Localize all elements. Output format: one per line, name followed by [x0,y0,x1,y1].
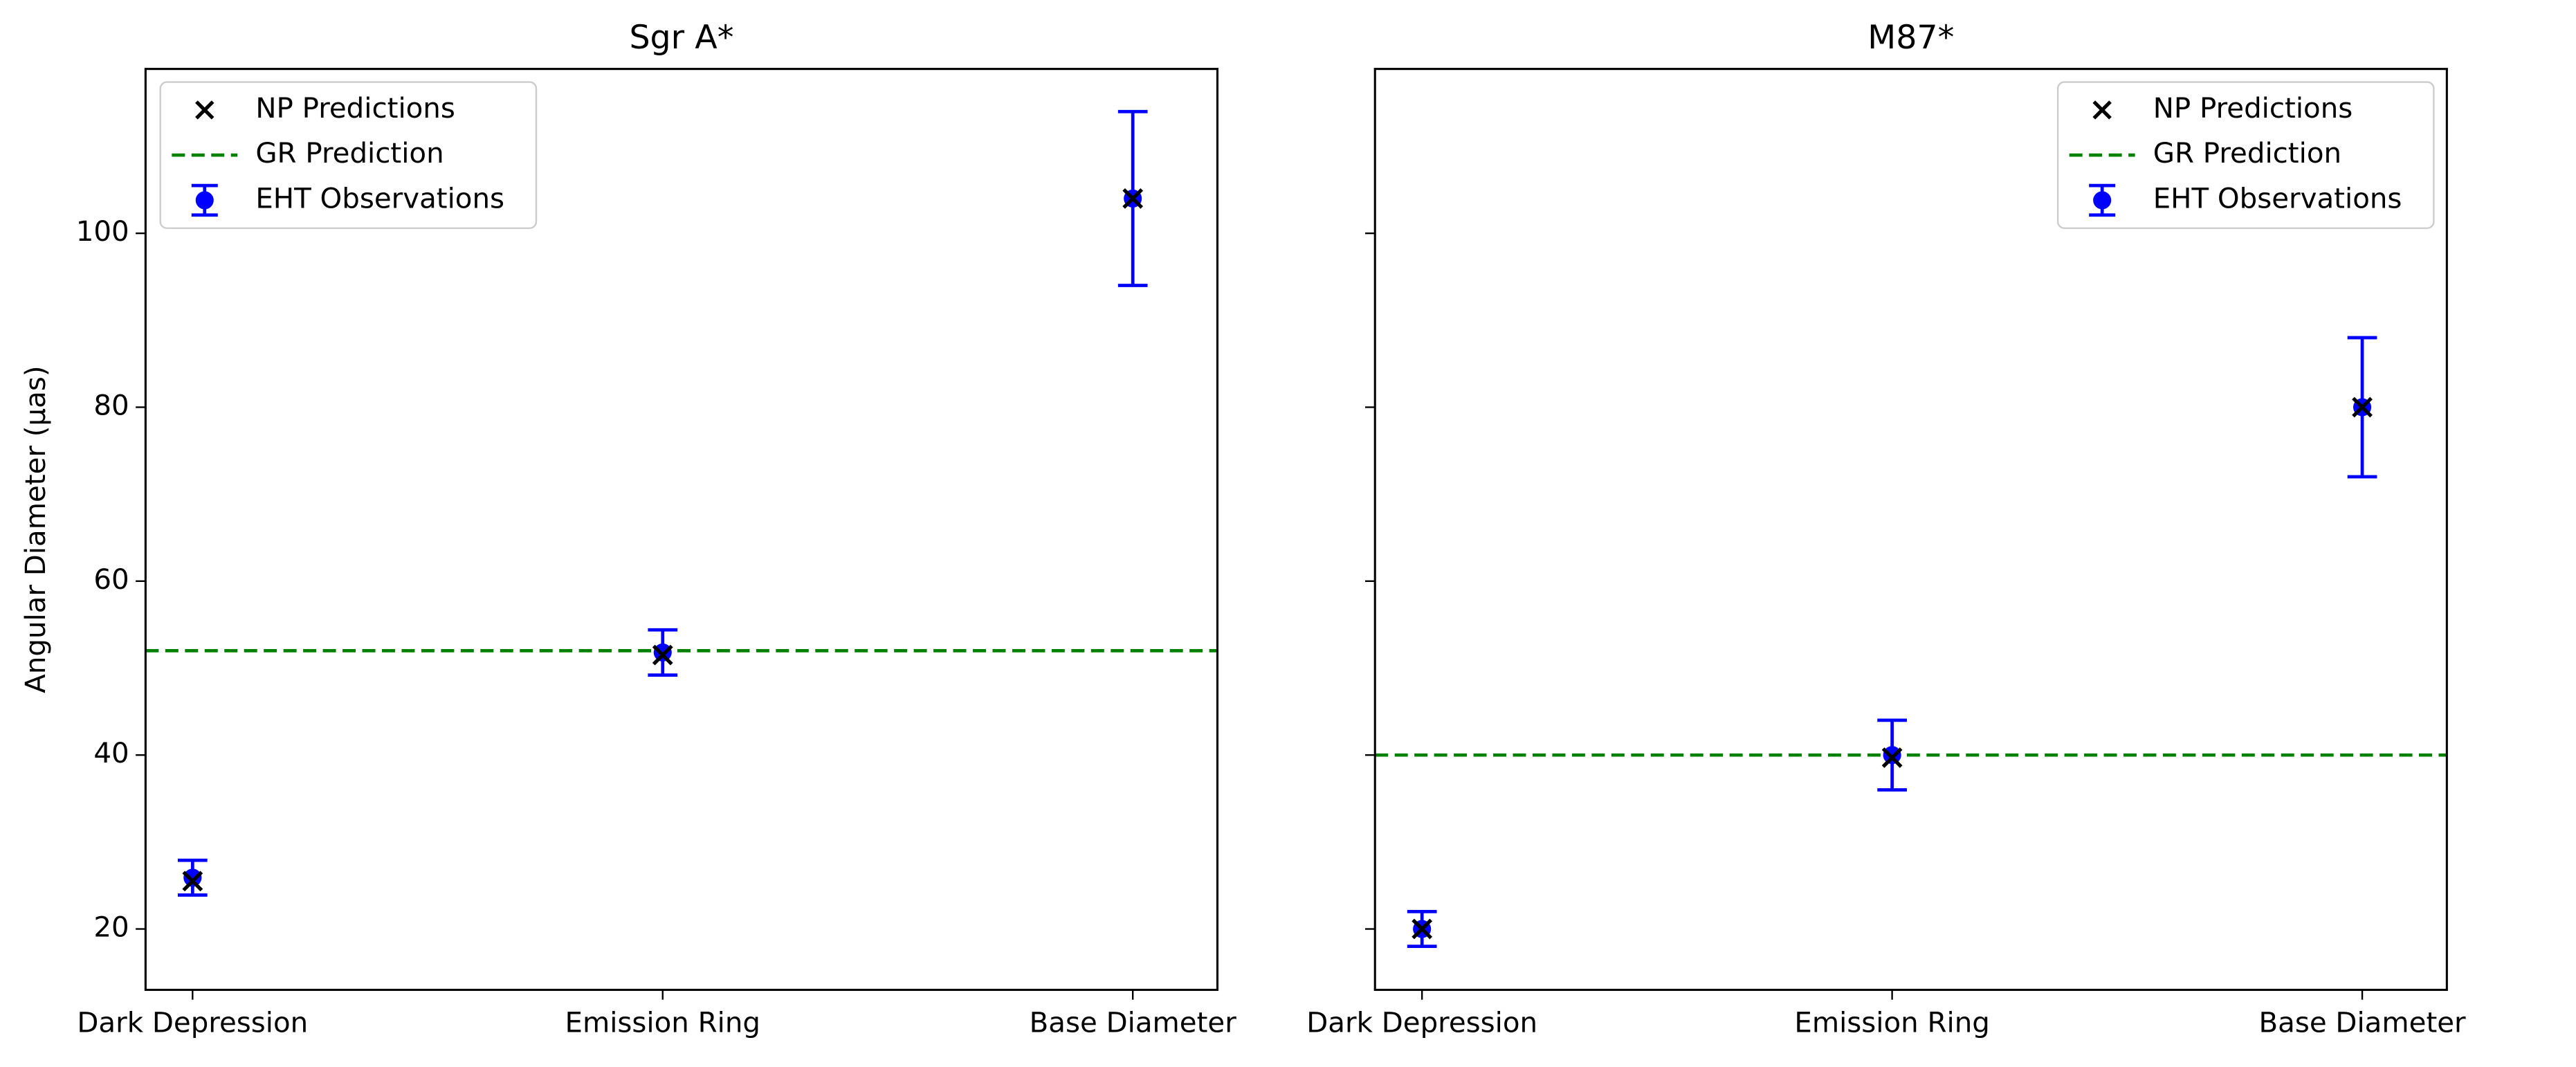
observation-marker [183,868,202,887]
np-marker [2352,396,2373,418]
chart-title: M87* [1867,19,1954,57]
legend-label: EHT Observations [2153,182,2402,215]
np-marker [652,644,673,666]
legend-symbol [2093,191,2112,210]
y-tick-label: 80 [93,390,129,422]
legend-label: EHT Observations [255,182,504,215]
observation-marker [653,643,672,662]
legend: NP Predictions GR Prediction EHT Observati… [2056,81,2435,229]
legend-symbol [2092,100,2112,120]
legend-symbol [195,100,214,120]
panel: M87* Dark Depression Emission Ring Base Dia… [1306,19,2466,1039]
axes-frame [1373,68,2448,992]
y-tick-label: 100 [76,215,129,248]
x-tick-label: Emission Ring [1794,1006,1990,1039]
axes-frame [144,68,1219,992]
x-tick-label: Emission Ring [565,1006,760,1039]
y-tick-label: 60 [93,563,129,596]
observation-marker [1883,746,1901,765]
np-marker [1412,918,1433,940]
legend-label: NP Predictions [2153,92,2353,125]
x-tick-label: Base Diameter [2258,1006,2466,1039]
legend-box [2056,81,2435,229]
legend-box [159,81,538,229]
x-tick-label: Base Diameter [1030,1006,1237,1039]
np-marker [1881,747,1903,768]
np-marker [1122,188,1144,209]
x-tick-label: Dark Depression [77,1006,308,1039]
chart-title: Sgr A* [629,19,733,57]
np-marker [182,870,203,892]
y-tick-label: 20 [93,911,129,944]
legend-label: GR Prediction [255,137,444,170]
panel: Sgr A* Angular Diameter (μas) 20 40 60 80 100 D… [19,19,1236,1039]
legend-label: NP Predictions [255,92,455,125]
y-tick-label: 40 [93,737,129,769]
legend: NP Predictions GR Prediction EHT Observati… [159,81,538,229]
y-axis-label: Angular Diameter (μas) [19,365,52,693]
legend-label: GR Prediction [2153,137,2341,170]
x-tick-label: Dark Depression [1306,1006,1537,1039]
legend-symbol [195,191,214,210]
